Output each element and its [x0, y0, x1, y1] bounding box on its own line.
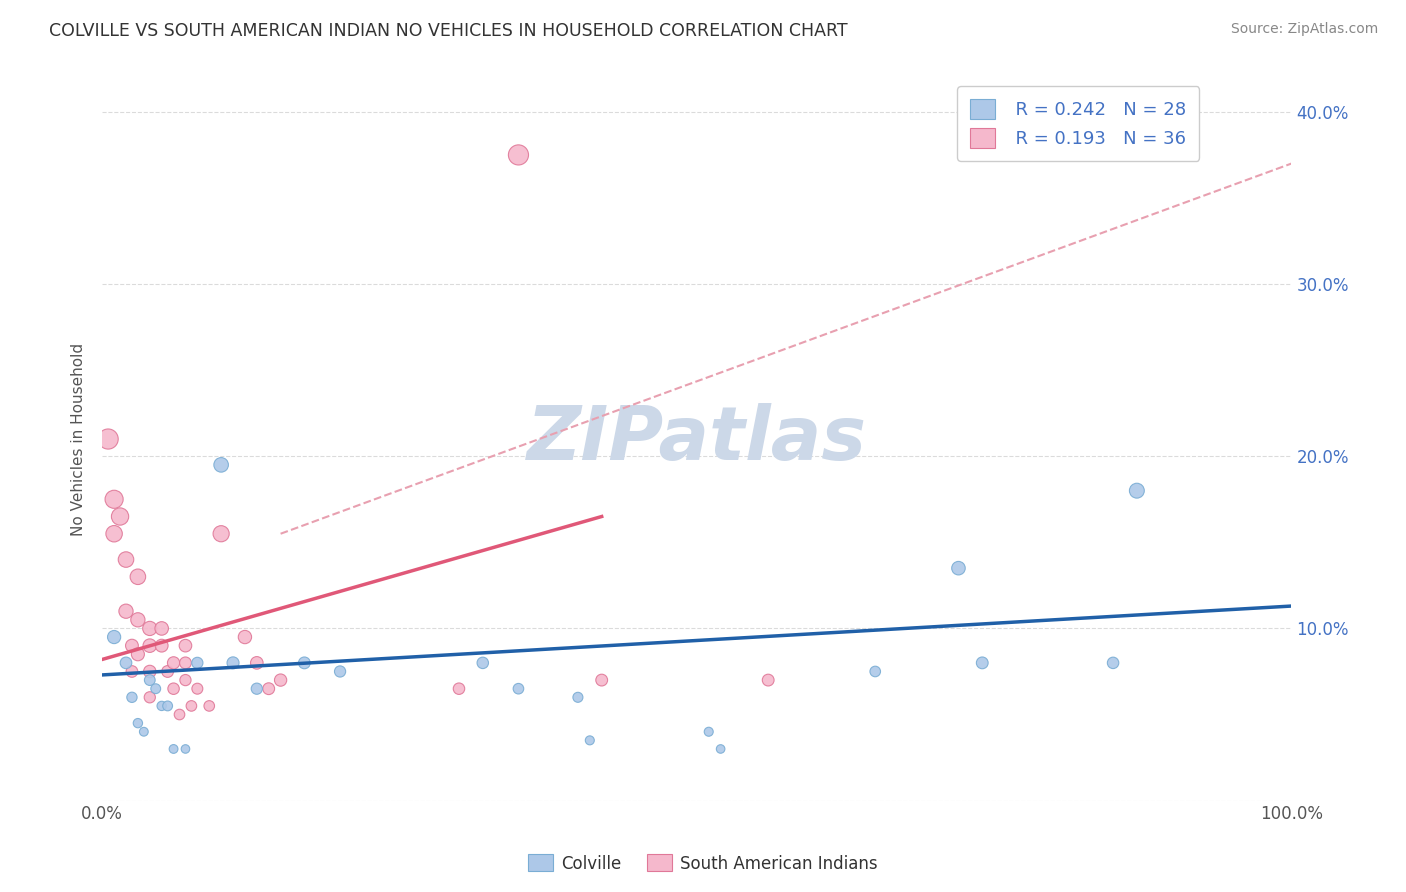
Point	[139, 639, 162, 653]
Point	[97, 432, 120, 446]
Point	[222, 656, 245, 670]
Point	[697, 724, 720, 739]
Point	[1126, 483, 1149, 498]
Point	[150, 639, 173, 653]
Point	[162, 742, 184, 756]
Point	[198, 698, 221, 713]
Point	[127, 570, 149, 584]
Point	[292, 656, 315, 670]
Point	[121, 690, 143, 705]
Point	[115, 604, 138, 618]
Point	[150, 622, 173, 636]
Point	[447, 681, 470, 696]
Point	[139, 690, 162, 705]
Point	[139, 665, 162, 679]
Point	[121, 665, 143, 679]
Point	[145, 681, 167, 696]
Point	[508, 681, 530, 696]
Point	[103, 630, 125, 644]
Legend: Colville, South American Indians: Colville, South American Indians	[522, 847, 884, 880]
Point	[103, 526, 125, 541]
Point	[162, 656, 184, 670]
Point	[863, 665, 886, 679]
Point	[115, 552, 138, 566]
Point	[156, 665, 179, 679]
Text: ZIPatlas: ZIPatlas	[527, 402, 868, 475]
Point	[156, 698, 179, 713]
Point	[329, 665, 352, 679]
Point	[1102, 656, 1125, 670]
Point	[108, 509, 131, 524]
Point	[591, 673, 613, 687]
Point	[186, 681, 208, 696]
Point	[174, 742, 197, 756]
Point	[246, 681, 269, 696]
Point	[186, 656, 208, 670]
Point	[127, 613, 149, 627]
Point	[139, 622, 162, 636]
Point	[115, 656, 138, 670]
Point	[246, 656, 269, 670]
Point	[150, 698, 173, 713]
Point	[139, 673, 162, 687]
Point	[270, 673, 292, 687]
Point	[257, 681, 280, 696]
Point	[103, 492, 125, 507]
Legend:   R = 0.242   N = 28,   R = 0.193   N = 36: R = 0.242 N = 28, R = 0.193 N = 36	[957, 87, 1199, 161]
Point	[567, 690, 589, 705]
Point	[132, 724, 155, 739]
Point	[174, 639, 197, 653]
Point	[508, 148, 530, 162]
Point	[471, 656, 494, 670]
Point	[948, 561, 970, 575]
Point	[174, 673, 197, 687]
Text: COLVILLE VS SOUTH AMERICAN INDIAN NO VEHICLES IN HOUSEHOLD CORRELATION CHART: COLVILLE VS SOUTH AMERICAN INDIAN NO VEH…	[49, 22, 848, 40]
Point	[578, 733, 600, 747]
Point	[162, 681, 184, 696]
Point	[972, 656, 994, 670]
Point	[174, 656, 197, 670]
Point	[233, 630, 256, 644]
Y-axis label: No Vehicles in Household: No Vehicles in Household	[72, 343, 86, 535]
Point	[121, 639, 143, 653]
Point	[169, 707, 191, 722]
Point	[127, 716, 149, 731]
Text: Source: ZipAtlas.com: Source: ZipAtlas.com	[1230, 22, 1378, 37]
Point	[127, 647, 149, 661]
Point	[209, 458, 232, 472]
Point	[180, 698, 202, 713]
Point	[209, 526, 232, 541]
Point	[756, 673, 779, 687]
Point	[710, 742, 733, 756]
